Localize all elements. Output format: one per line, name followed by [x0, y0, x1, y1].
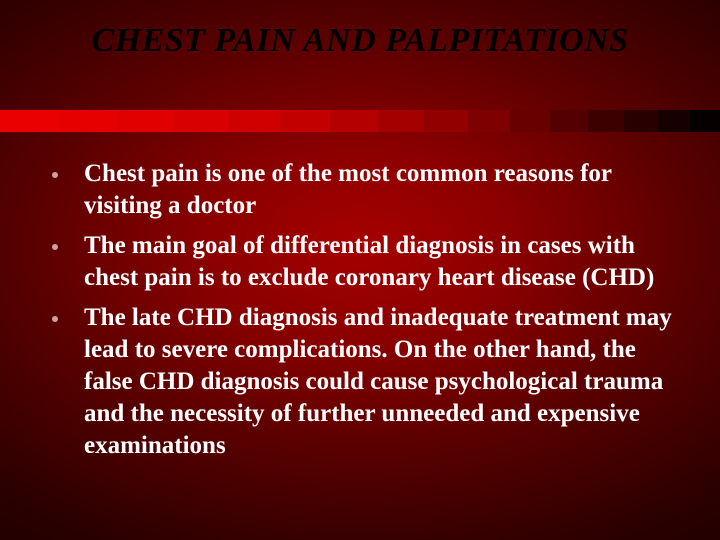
accent-bar-segment — [174, 110, 228, 132]
accent-bar-segment — [378, 110, 424, 132]
accent-bar-segment — [330, 110, 378, 132]
accent-bar-segment — [280, 110, 330, 132]
bullet-text: Chest pain is one of the most common rea… — [84, 158, 680, 222]
accent-bar — [0, 110, 720, 132]
accent-bar-segment — [468, 110, 510, 132]
accent-bar-segment — [228, 110, 280, 132]
bullet-icon — [52, 172, 58, 178]
accent-bar-segment — [624, 110, 658, 132]
bullet-text: The late CHD diagnosis and inadequate tr… — [84, 302, 680, 462]
accent-bar-segment — [60, 110, 118, 132]
accent-bar-segment — [118, 110, 174, 132]
accent-bar-segment — [424, 110, 468, 132]
accent-bar-segment — [0, 110, 60, 132]
bullet-row: The late CHD diagnosis and inadequate tr… — [52, 302, 680, 462]
accent-bar-segment — [658, 110, 690, 132]
slide: CHEST PAIN AND PALPITATIONS Chest pain i… — [0, 0, 720, 540]
bullet-row: Chest pain is one of the most common rea… — [52, 158, 680, 222]
slide-title: CHEST PAIN AND PALPITATIONS — [0, 22, 720, 60]
accent-bar-segment — [510, 110, 550, 132]
bullet-icon — [52, 244, 58, 250]
bullet-row: The main goal of differential diagnosis … — [52, 230, 680, 294]
bullet-text: The main goal of differential diagnosis … — [84, 230, 680, 294]
slide-body: Chest pain is one of the most common rea… — [52, 158, 680, 470]
bullet-icon — [52, 316, 58, 322]
accent-bar-segment — [690, 110, 720, 132]
accent-bar-segment — [550, 110, 588, 132]
accent-bar-segment — [588, 110, 624, 132]
